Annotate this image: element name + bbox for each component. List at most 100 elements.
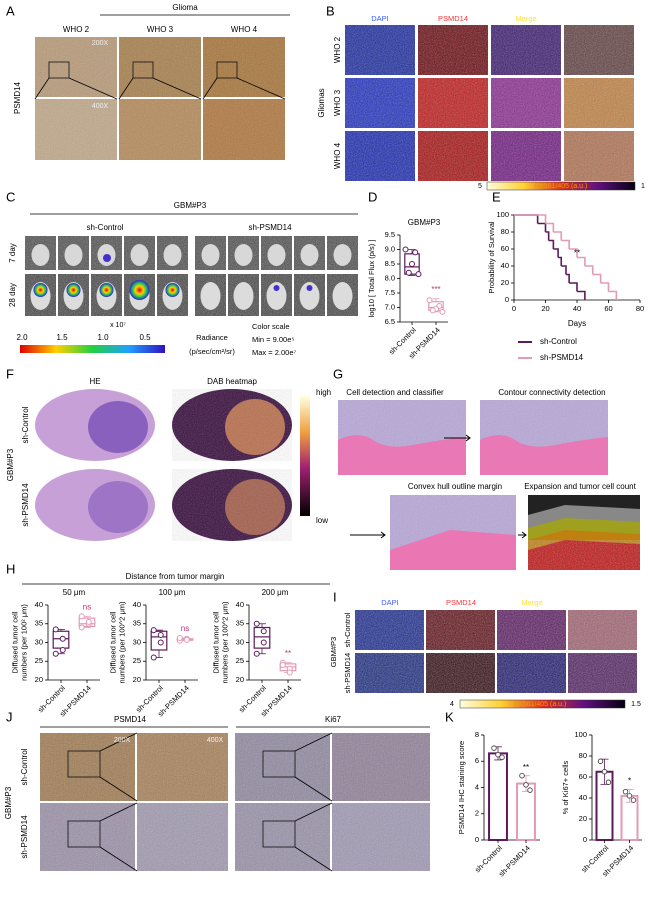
label: 4 [450, 701, 454, 708]
y-tick-label: 9.5 [385, 230, 395, 239]
survival-step [545, 222, 555, 232]
y-tick-label: 8 [475, 730, 479, 739]
fluorescence-image-texture [418, 25, 488, 75]
fluorescence-image-texture [497, 653, 566, 693]
signal [129, 280, 150, 300]
panel-label: B [326, 3, 335, 18]
data-point [601, 769, 608, 775]
significance: ns [83, 602, 91, 611]
row-label: WHO 3 [333, 89, 342, 116]
x-tick-label: 0 [512, 304, 516, 313]
panel-label: J [6, 709, 13, 724]
data-point [491, 745, 497, 751]
mouse [332, 282, 353, 310]
signal [165, 283, 180, 297]
row-label: WHO 2 [333, 36, 342, 63]
y-tick-label: 20 [579, 814, 587, 823]
micrograph-texture [203, 99, 285, 160]
significance: * [628, 777, 631, 786]
y-tick-label: 40 [501, 261, 509, 270]
y-tick-label: 7.0 [385, 302, 395, 311]
row-label: WHO 4 [333, 142, 342, 169]
mouse [333, 244, 352, 266]
row-label: sh-Control [343, 612, 352, 647]
label: Radiance [196, 333, 228, 342]
column-label: WHO 4 [231, 25, 258, 34]
data-point [429, 307, 436, 314]
label: R=561/405 (a.u.) [514, 701, 567, 708]
y-tick-label: 20 [133, 675, 141, 684]
label: GBM#P3 [174, 201, 207, 210]
micrograph-texture [203, 37, 285, 97]
label: DAB heatmap [207, 377, 257, 386]
data-point [597, 758, 604, 764]
data-point [527, 787, 533, 793]
data-point [59, 635, 66, 642]
label: 400X [92, 103, 109, 110]
y-axis-label: numbers (per 100² μm) [19, 604, 28, 681]
tumor-area [480, 435, 608, 475]
data-point [412, 249, 419, 256]
fluorescence-image-texture [568, 653, 637, 693]
y-tick-label: 0 [505, 295, 509, 304]
label: 1.5 [56, 333, 68, 342]
zoom-box [67, 820, 101, 848]
chart-title: 100 μm [159, 588, 186, 597]
x-tick-label: 80 [636, 304, 644, 313]
survival-step [553, 231, 563, 241]
zoom-line [294, 732, 333, 752]
tumor-area [338, 435, 466, 475]
label: (p/sec/cm²/sr) [189, 347, 235, 356]
bar [488, 752, 508, 841]
y-axis-label: Diffused tumor cell [108, 611, 117, 673]
data-point [157, 632, 164, 638]
zoom-box [216, 61, 238, 79]
column-label: R=561/405 [581, 14, 618, 23]
label: Ki67 [325, 715, 342, 724]
mouse [267, 244, 286, 266]
survival-step [514, 214, 539, 224]
group-label: GBM#P3 [6, 448, 15, 481]
label: Glioma [172, 3, 198, 12]
significance: ns [181, 624, 189, 633]
chart-title: 50 μm [63, 588, 86, 597]
zoom-line [68, 77, 118, 100]
zoom-box [132, 61, 154, 79]
zoom-line [294, 846, 333, 872]
ihc-image-texture [137, 803, 228, 871]
zoom-line [99, 802, 138, 822]
zoom-box [48, 61, 70, 79]
data-point [85, 618, 92, 625]
survival-step [592, 273, 602, 283]
y-tick-label: 20 [236, 675, 244, 684]
micrograph-texture [119, 37, 201, 97]
x-tick-label: 20 [541, 304, 549, 313]
label: Max = 2.00e⁷ [252, 348, 296, 357]
row-label: sh-PSMD14 [20, 815, 29, 859]
x-axis-label: Days [568, 319, 586, 328]
label: 1.0 [97, 333, 109, 342]
label: 1 [641, 183, 645, 190]
zoom-box [262, 750, 296, 778]
fluorescence-image-texture [355, 610, 424, 650]
y-tick-label: 60 [501, 244, 509, 253]
column-label: Merge [515, 14, 536, 23]
y-tick-label: 100 [496, 210, 509, 219]
panel-label: F [6, 366, 14, 381]
panel-label: I [333, 589, 337, 604]
fluorescence-image-texture [426, 610, 495, 650]
x-tick-label: 40 [573, 304, 581, 313]
survival-step [545, 231, 550, 241]
y-tick-label: 25 [133, 656, 141, 665]
fluorescence-image-texture [345, 25, 415, 75]
data-point [402, 246, 409, 253]
data-point [253, 620, 260, 627]
signal [103, 254, 111, 262]
colorbar [20, 345, 165, 353]
survival-step [600, 282, 610, 292]
y-tick-label: 8.5 [385, 259, 395, 268]
significance: ** [285, 649, 291, 658]
survival-step [548, 239, 555, 249]
data-point [59, 647, 66, 653]
section-texture [172, 469, 292, 541]
